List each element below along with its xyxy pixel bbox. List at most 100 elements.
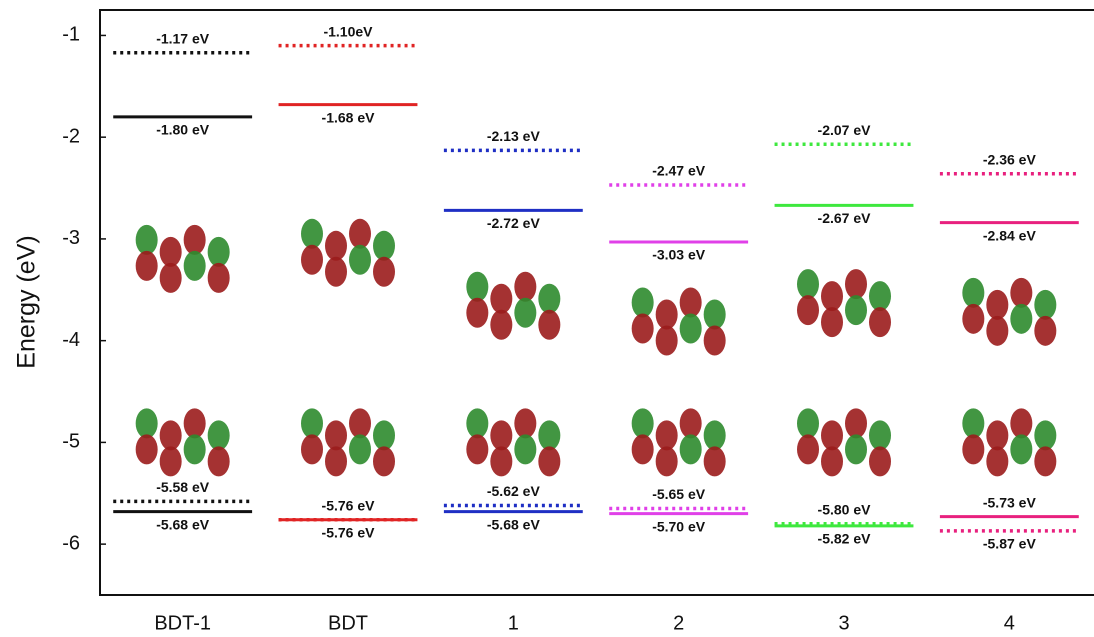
orbital-lobe bbox=[845, 269, 867, 299]
orbital-lobe bbox=[1010, 408, 1032, 438]
orbital-lobe bbox=[869, 420, 891, 450]
orbital-lobe bbox=[538, 310, 560, 340]
orbital-lobe bbox=[704, 420, 726, 450]
value-label: -2.84 eV bbox=[983, 227, 1037, 243]
orbital-lobe bbox=[845, 408, 867, 438]
orbital-lobe bbox=[208, 237, 230, 267]
x-tick-label: BDT bbox=[328, 612, 368, 634]
x-tick-label: 2 bbox=[673, 612, 684, 634]
value-label: -5.82 eV bbox=[818, 531, 872, 547]
value-label: -3.03 eV bbox=[652, 247, 706, 263]
orbital-images bbox=[136, 219, 1057, 477]
value-label: -5.80 eV bbox=[818, 501, 872, 517]
orbital-lobe bbox=[1034, 446, 1056, 476]
orbital-lobe bbox=[869, 281, 891, 311]
value-label: -5.58 eV bbox=[156, 479, 210, 495]
x-tick-label: 4 bbox=[1004, 612, 1015, 634]
orbital-lobe bbox=[373, 446, 395, 476]
orbital-lobe bbox=[301, 434, 323, 464]
orbital-lobe bbox=[184, 225, 206, 255]
orbital-lobe bbox=[962, 408, 984, 438]
orbital-lobe bbox=[656, 420, 678, 450]
orbital-lobe bbox=[986, 316, 1008, 346]
orbital-lobe bbox=[136, 225, 158, 255]
orbital-lobe bbox=[136, 408, 158, 438]
orbital-lobe bbox=[962, 304, 984, 334]
orbital-lobe bbox=[349, 219, 371, 249]
orbital-lobe bbox=[1034, 290, 1056, 320]
orbital-lobe bbox=[1010, 278, 1032, 308]
orbital-lobe bbox=[160, 420, 182, 450]
value-label: -2.72 eV bbox=[487, 215, 541, 231]
orbital-lobe bbox=[325, 446, 347, 476]
chart: Energy (eV) -1-2-3-4-5-6BDT-1-1.17 eV-1.… bbox=[0, 0, 1094, 637]
value-label: -2.47 eV bbox=[652, 163, 706, 179]
orbital-lobe bbox=[704, 299, 726, 329]
orbital-lobe bbox=[656, 325, 678, 355]
value-label: -1.68 eV bbox=[322, 109, 376, 125]
orbital-lobe bbox=[1010, 304, 1032, 334]
orbital-lobe bbox=[325, 420, 347, 450]
x-tick-label: BDT-1 bbox=[154, 612, 211, 634]
value-label: -5.65 eV bbox=[652, 486, 706, 502]
orbital-lobe bbox=[632, 434, 654, 464]
orbital-lobe bbox=[466, 434, 488, 464]
orbital-lobe bbox=[490, 284, 512, 314]
orbital-lobe bbox=[680, 408, 702, 438]
value-label: -2.36 eV bbox=[983, 152, 1037, 168]
orbital-lobe bbox=[632, 287, 654, 317]
orbital-lobe bbox=[704, 446, 726, 476]
y-tick-label: -3 bbox=[62, 227, 80, 249]
orbital-lobe bbox=[821, 420, 843, 450]
orbital-lobe bbox=[797, 269, 819, 299]
orbital-lobe bbox=[514, 408, 536, 438]
orbital-lobe bbox=[962, 434, 984, 464]
value-label: -5.76 eV bbox=[322, 524, 376, 540]
orbital-lobe bbox=[538, 446, 560, 476]
orbital-lobe bbox=[136, 251, 158, 281]
orbital-lobe bbox=[538, 420, 560, 450]
orbital-lobe bbox=[325, 257, 347, 287]
orbital-lobe bbox=[349, 408, 371, 438]
y-tick-label: -1 bbox=[62, 24, 80, 46]
orbital-lobe bbox=[160, 237, 182, 267]
value-label: -2.07 eV bbox=[818, 122, 872, 138]
value-label: -5.73 eV bbox=[983, 494, 1037, 510]
orbital-lobe bbox=[490, 310, 512, 340]
value-label: -5.70 eV bbox=[652, 518, 706, 534]
orbital-lobe bbox=[160, 263, 182, 293]
orbital-lobe bbox=[538, 284, 560, 314]
orbital-lobe bbox=[301, 245, 323, 275]
orbital-lobe bbox=[632, 408, 654, 438]
value-label: -5.76 eV bbox=[322, 497, 376, 513]
orbital-lobe bbox=[466, 272, 488, 302]
orbital-lobe bbox=[301, 219, 323, 249]
orbital-lobe bbox=[1034, 420, 1056, 450]
orbital-lobe bbox=[632, 313, 654, 343]
orbital-lobe bbox=[821, 446, 843, 476]
y-tick-label: -2 bbox=[62, 125, 80, 147]
orbital-lobe bbox=[466, 408, 488, 438]
orbital-lobe bbox=[986, 446, 1008, 476]
orbital-lobe bbox=[208, 263, 230, 293]
orbital-lobe bbox=[797, 295, 819, 325]
value-label: -5.68 eV bbox=[156, 516, 210, 532]
value-label: -2.67 eV bbox=[818, 210, 872, 226]
orbital-lobe bbox=[301, 408, 323, 438]
orbital-lobe bbox=[160, 446, 182, 476]
value-label: -1.80 eV bbox=[156, 122, 210, 138]
orbital-lobe bbox=[704, 325, 726, 355]
orbital-lobe bbox=[373, 257, 395, 287]
orbital-lobe bbox=[680, 434, 702, 464]
orbital-lobe bbox=[184, 251, 206, 281]
orbital-lobe bbox=[680, 313, 702, 343]
orbital-lobe bbox=[514, 434, 536, 464]
orbital-lobe bbox=[373, 420, 395, 450]
value-label: -2.13 eV bbox=[487, 128, 541, 144]
orbital-lobe bbox=[797, 408, 819, 438]
y-tick-label: -6 bbox=[62, 532, 80, 554]
orbital-lobe bbox=[656, 446, 678, 476]
value-label: -1.10eV bbox=[323, 23, 373, 39]
orbital-lobe bbox=[184, 408, 206, 438]
value-label: -5.62 eV bbox=[487, 483, 541, 499]
